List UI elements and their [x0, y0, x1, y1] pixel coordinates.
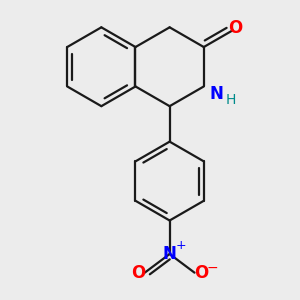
Text: N: N	[163, 245, 177, 263]
Text: O: O	[131, 264, 146, 282]
Text: +: +	[176, 239, 186, 252]
Text: H: H	[226, 93, 236, 107]
Text: O: O	[228, 19, 242, 37]
Text: −: −	[206, 260, 218, 274]
Text: N: N	[209, 85, 223, 103]
Text: O: O	[194, 264, 208, 282]
